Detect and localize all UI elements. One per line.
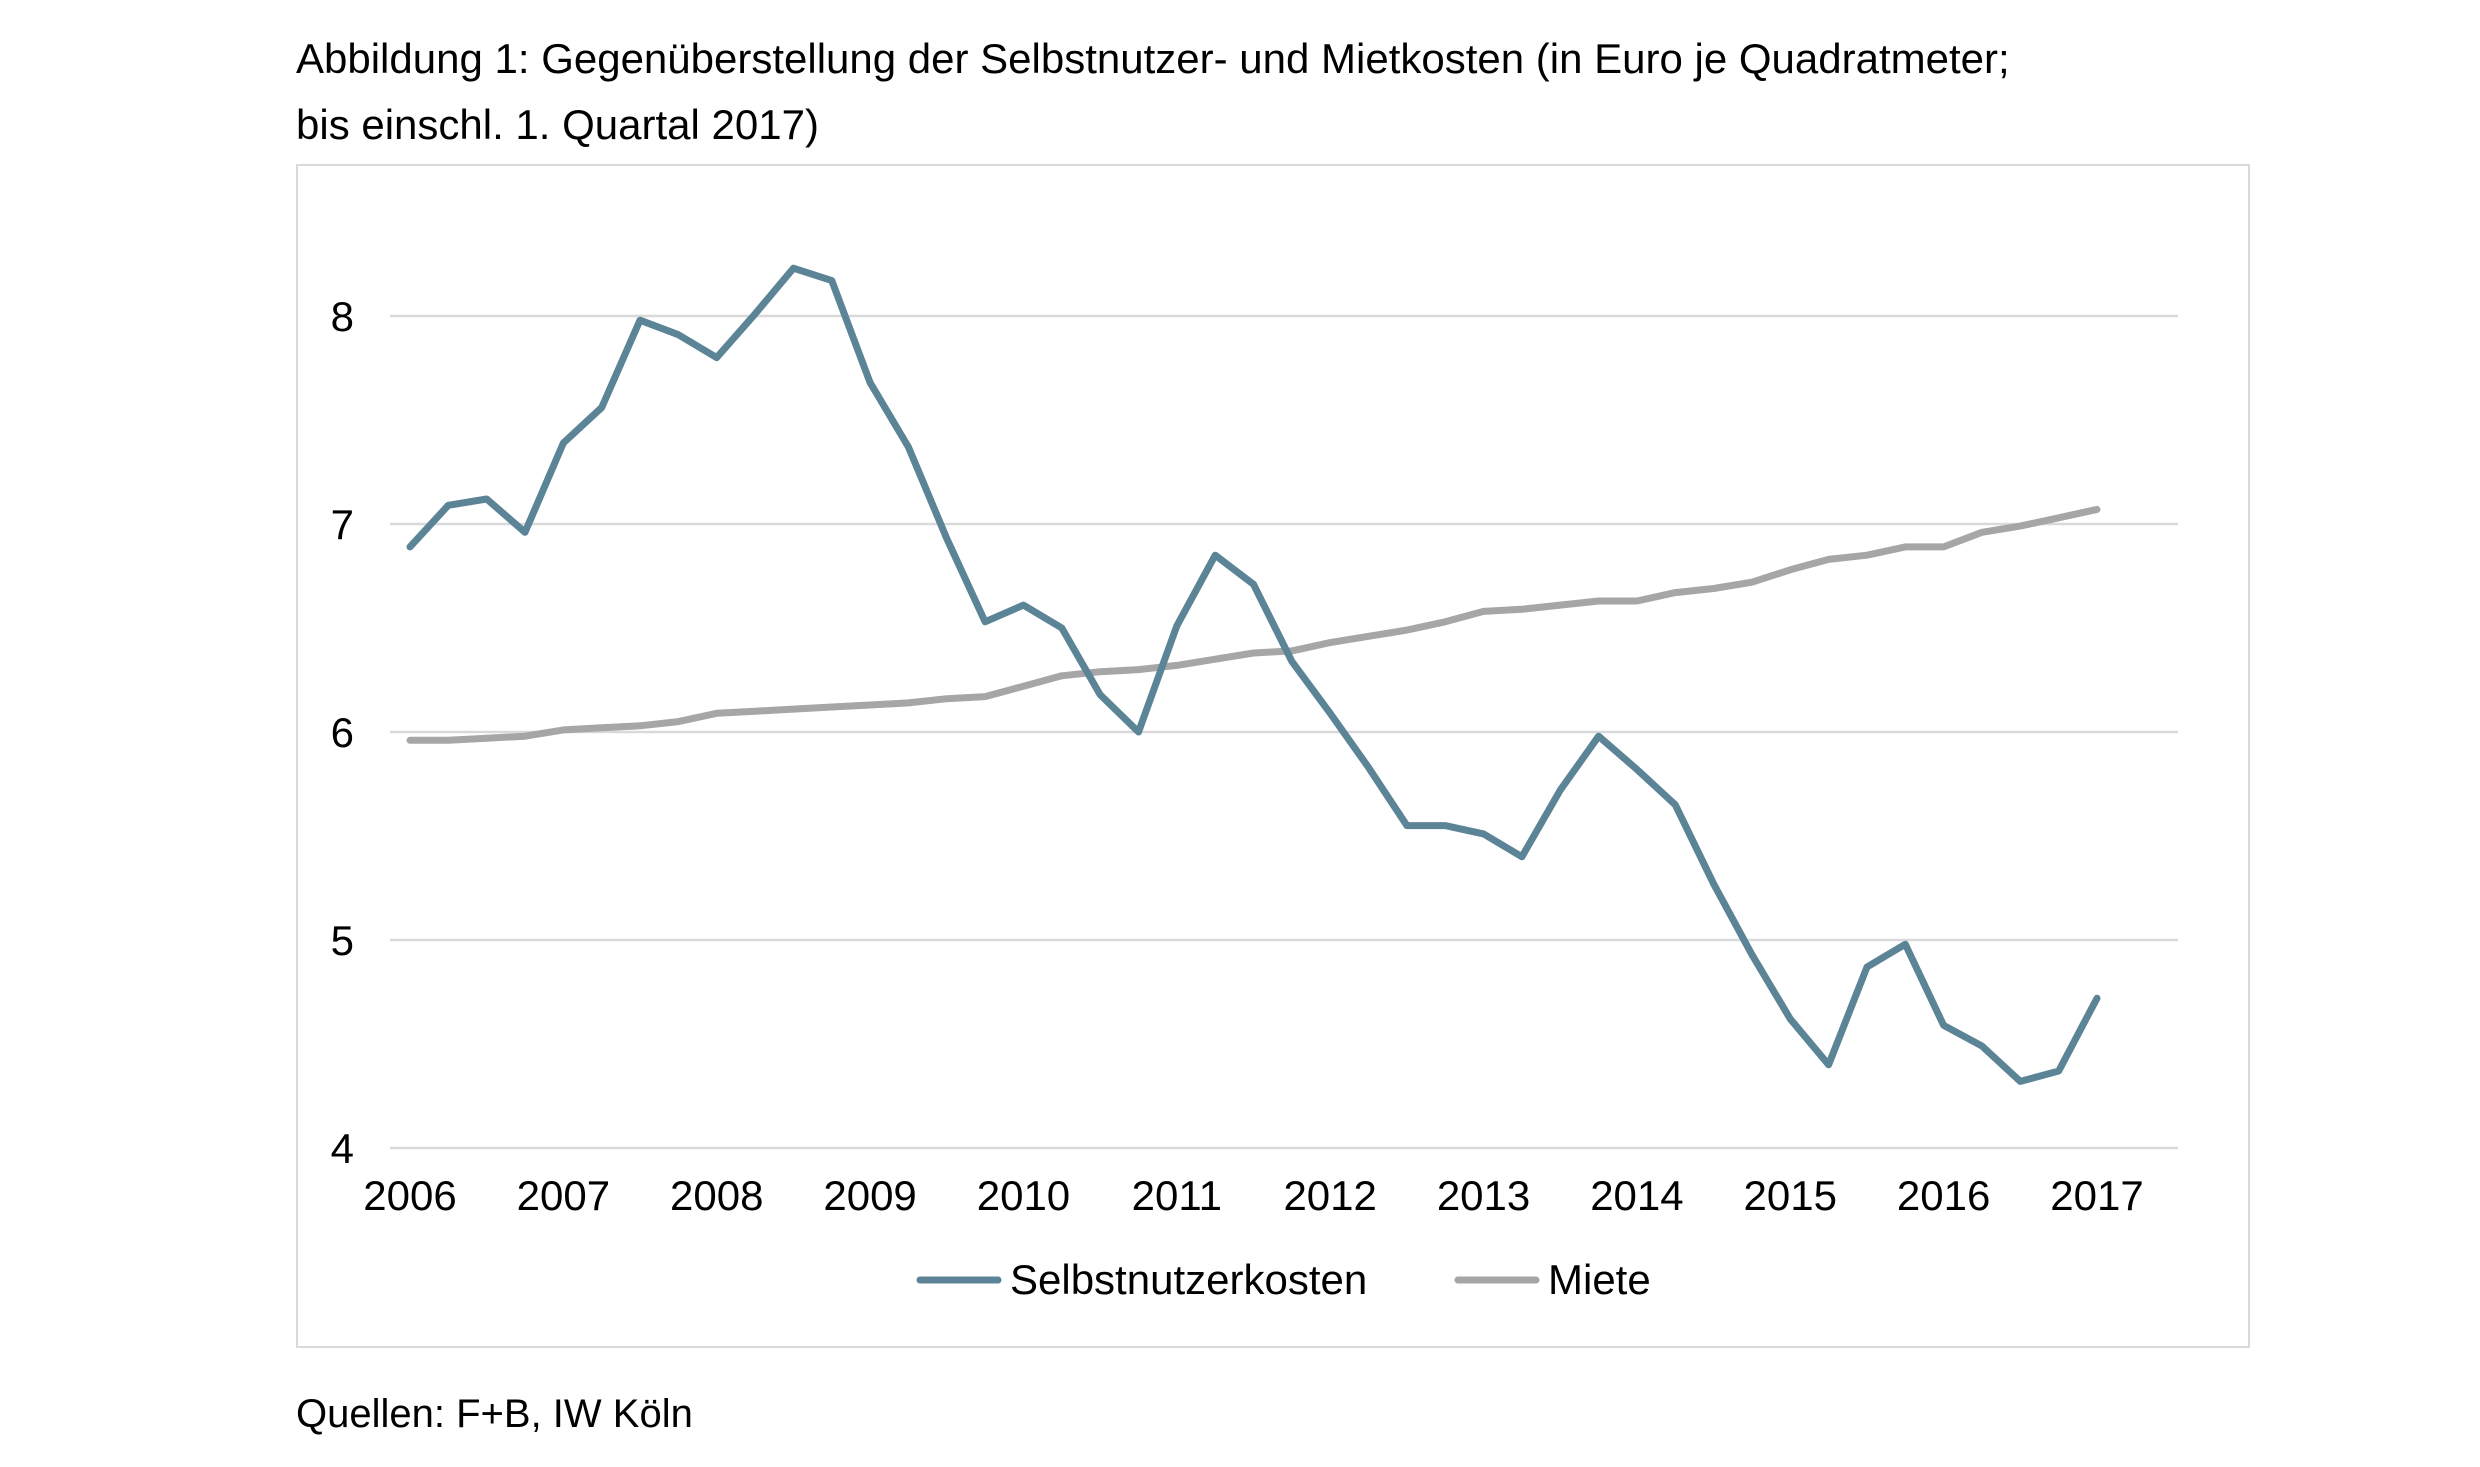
series-line-miete <box>406 505 2101 744</box>
chart-title-line-2: bis einschl. 1. Quartal 2017) <box>296 101 819 148</box>
x-tick-label-2016: 2016 <box>1897 1172 1990 1219</box>
y-tick-label-6: 6 <box>331 709 354 756</box>
legend: Selbstnutzerkosten Miete <box>916 1256 1651 1303</box>
x-tick-label-2012: 2012 <box>1283 1172 1376 1219</box>
x-tick-label-2013: 2013 <box>1437 1172 1530 1219</box>
x-tick-label-2017: 2017 <box>2050 1172 2143 1219</box>
x-tick-label-2008: 2008 <box>670 1172 763 1219</box>
legend-label-selbstnutzerkosten: Selbstnutzerkosten <box>1010 1256 1367 1303</box>
grid-lines <box>390 314 2178 1150</box>
chart-title-line-1: Abbildung 1: Gegenüberstellung der Selbs… <box>296 35 2010 82</box>
chart-title: Abbildung 1: Gegenüberstellung der Selbs… <box>296 26 2296 158</box>
x-tick-label-2011: 2011 <box>1132 1172 1222 1219</box>
y-tick-label-8: 8 <box>331 293 354 340</box>
source-note: Quellen: F+B, IW Köln <box>296 1392 693 1436</box>
x-tick-label-2006: 2006 <box>363 1172 456 1219</box>
x-axis-tick-labels: 2006 2007 2008 2009 2010 2011 2012 2013 2014 2015… <box>363 1172 2143 1219</box>
x-tick-label-2007: 2007 <box>517 1172 610 1219</box>
legend-label-miete: Miete <box>1548 1256 1651 1303</box>
series-line-selbstnutzerkosten <box>406 264 2101 1085</box>
x-tick-label-2010: 2010 <box>977 1172 1070 1219</box>
series-lines <box>406 264 2101 1085</box>
y-tick-label-5: 5 <box>331 917 354 964</box>
y-axis-tick-labels: 4 5 6 7 8 <box>331 293 354 1172</box>
y-tick-label-7: 7 <box>331 501 354 548</box>
x-tick-label-2009: 2009 <box>823 1172 916 1219</box>
y-tick-label-4: 4 <box>331 1125 354 1172</box>
x-tick-label-2015: 2015 <box>1744 1172 1837 1219</box>
x-tick-label-2014: 2014 <box>1590 1172 1683 1219</box>
